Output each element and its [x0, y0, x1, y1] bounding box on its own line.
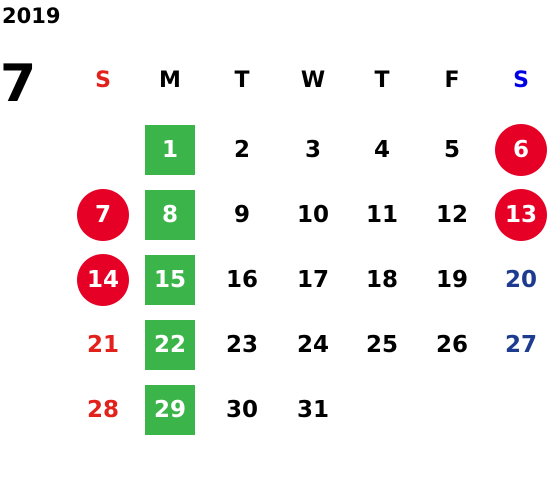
day: 29 [145, 385, 195, 435]
day: 2 [233, 137, 250, 163]
weekday-header: F [444, 67, 460, 93]
day: 31 [296, 397, 329, 423]
weekday-header: M [159, 67, 181, 93]
weekday-header: S [95, 67, 111, 93]
day: 12 [435, 202, 468, 228]
day: 27 [504, 332, 537, 358]
day: 20 [504, 267, 537, 293]
weekday-header: W [300, 67, 326, 93]
day: 4 [373, 137, 390, 163]
day: 18 [365, 267, 398, 293]
day: 16 [225, 267, 258, 293]
day: 25 [365, 332, 398, 358]
day: 22 [145, 320, 195, 370]
day: 7 [77, 189, 129, 241]
day: 11 [365, 202, 398, 228]
year: 2019 [2, 4, 61, 28]
day: 19 [435, 267, 468, 293]
weekday-header: T [374, 67, 390, 93]
day: 23 [225, 332, 258, 358]
day: 15 [145, 255, 195, 305]
day: 9 [233, 202, 250, 228]
weekday-header: S [513, 67, 529, 93]
day: 26 [435, 332, 468, 358]
day: 17 [296, 267, 329, 293]
day: 10 [296, 202, 329, 228]
day: 21 [86, 332, 119, 358]
day: 5 [443, 137, 460, 163]
weekday-header: T [234, 67, 250, 93]
day: 30 [225, 397, 258, 423]
month: 7 [0, 54, 37, 114]
day: 8 [145, 190, 195, 240]
day: 14 [77, 254, 129, 306]
day: 1 [145, 125, 195, 175]
day: 13 [495, 189, 547, 241]
day: 28 [86, 397, 119, 423]
day: 6 [495, 124, 547, 176]
day: 3 [304, 137, 321, 163]
day: 24 [296, 332, 329, 358]
